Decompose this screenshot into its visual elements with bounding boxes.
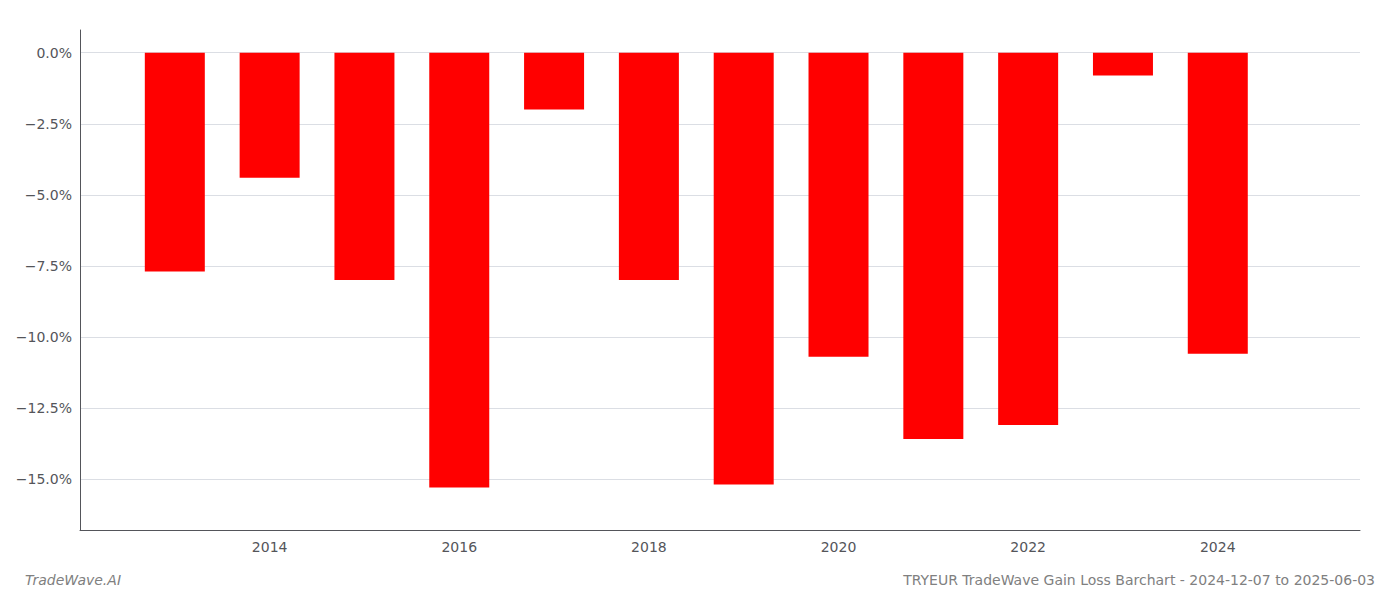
svg-text:2022: 2022 — [1010, 539, 1046, 555]
svg-text:0.0%: 0.0% — [36, 45, 72, 61]
svg-text:−7.5%: −7.5% — [25, 258, 72, 274]
svg-text:2016: 2016 — [441, 539, 477, 555]
svg-text:−15.0%: −15.0% — [16, 471, 72, 487]
svg-text:TradeWave.AI: TradeWave.AI — [25, 572, 121, 588]
svg-text:2020: 2020 — [821, 539, 857, 555]
svg-text:TRYEUR TradeWave Gain Loss Bar: TRYEUR TradeWave Gain Loss Barchart - 20… — [902, 572, 1375, 588]
svg-text:2024: 2024 — [1200, 539, 1236, 555]
svg-text:−2.5%: −2.5% — [25, 116, 72, 132]
svg-text:−12.5%: −12.5% — [16, 400, 72, 416]
svg-text:2018: 2018 — [631, 539, 667, 555]
svg-text:2014: 2014 — [252, 539, 288, 555]
svg-text:−10.0%: −10.0% — [16, 329, 72, 345]
svg-text:−5.0%: −5.0% — [25, 187, 72, 203]
